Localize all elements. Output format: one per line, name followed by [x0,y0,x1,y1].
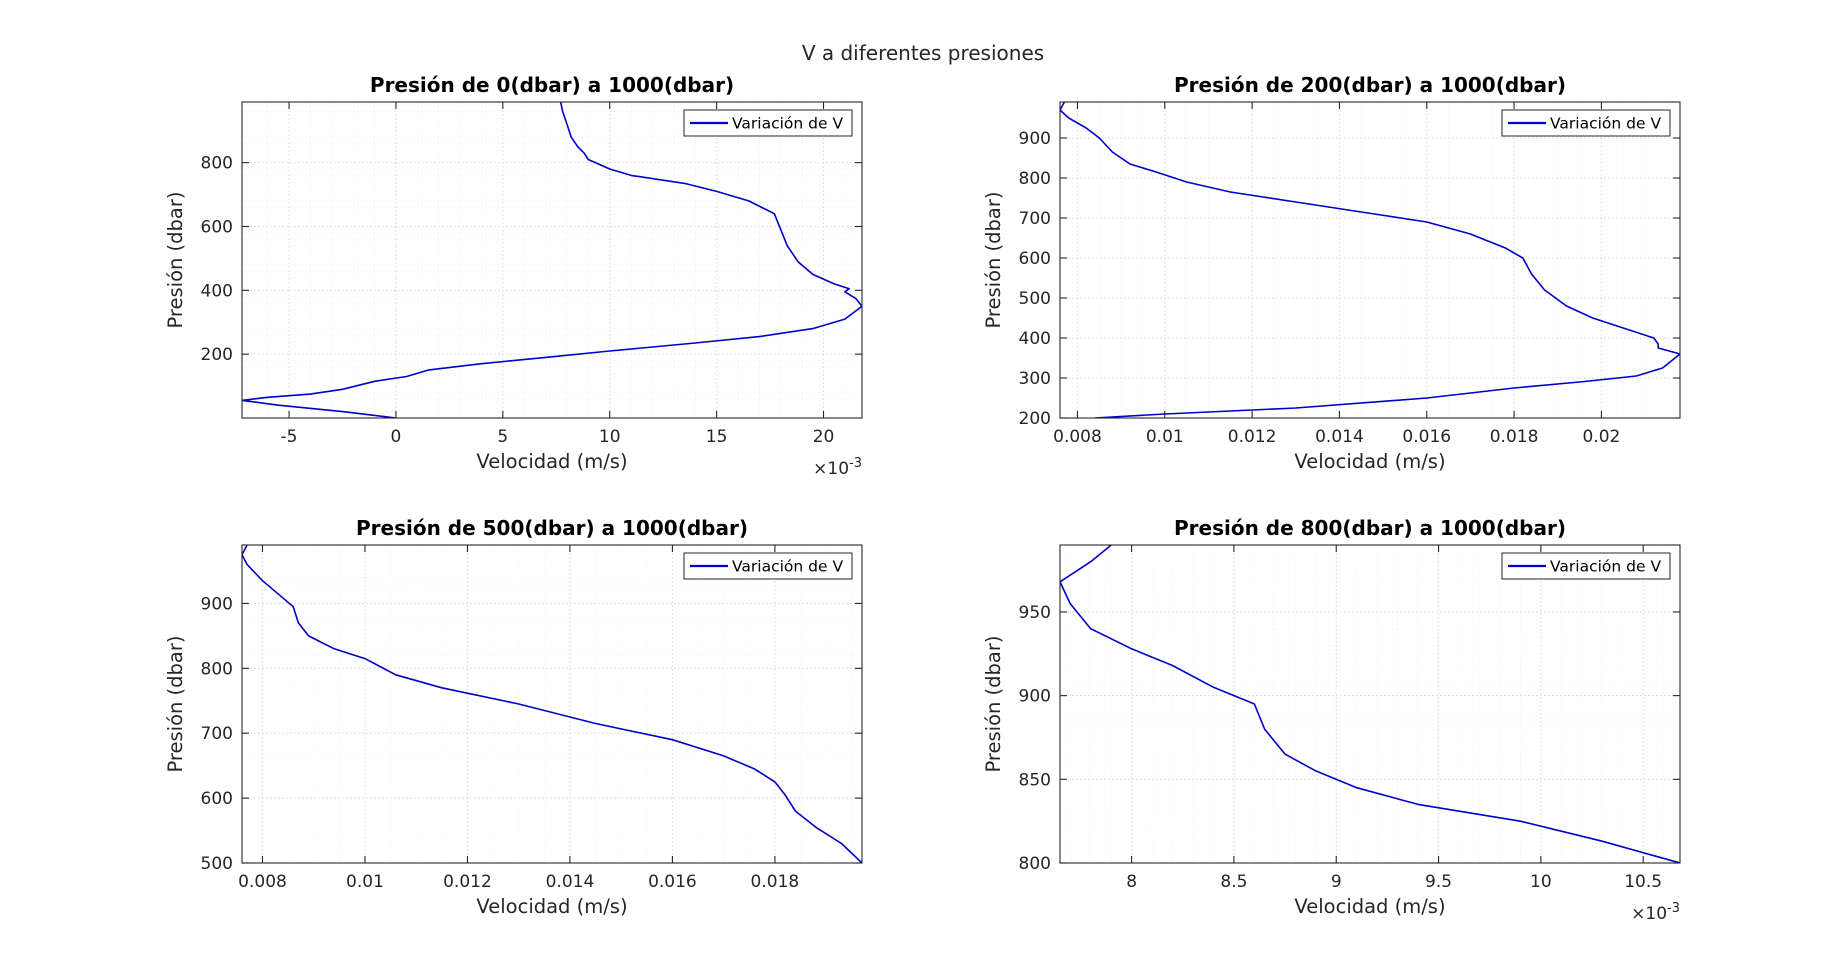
legend: Variación de V [1501,552,1671,580]
y-tick-label: 900 [1019,687,1051,707]
x-axis-label: Velocidad (m/s) [476,450,627,473]
y-tick-label: 900 [201,594,233,614]
grid [242,545,862,864]
y-axis-label: Presión (dbar) [982,635,1005,772]
x-exponent-label: ×10-3 [1631,901,1680,924]
axes-frame [1059,544,1681,864]
y-tick-label: 200 [201,345,233,365]
chart-3: 0.008 0.01 0.012 0.014 0.016 0.018 500 600 700 80… [164,516,863,918]
y-tick-label: 800 [1019,169,1051,189]
x-tick-label: 10 [1530,872,1552,892]
x-tick-label: 0.012 [443,872,492,892]
y-tick-label: 800 [1019,854,1051,874]
series-line [242,102,862,418]
x-tick-label: 0.012 [1228,427,1277,447]
x-tick-label: 5 [497,427,508,447]
plot-area [242,102,862,418]
x-axis-label: Velocidad (m/s) [1294,895,1445,918]
y-axis-label: Presión (dbar) [164,191,187,328]
legend: Variación de V [683,552,853,580]
plot-area [242,545,862,863]
x-tick-label: 0.016 [1402,427,1451,447]
axes-title: Presión de 200(dbar) a 1000(dbar) [1174,73,1566,97]
x-axis-label: Velocidad (m/s) [476,895,627,918]
y-tick-label: 200 [1019,409,1051,429]
legend: Variación de V [683,109,853,137]
y-tick-label: 800 [201,659,233,679]
y-tick-label: 300 [1019,369,1051,389]
x-tick-label: 9.5 [1425,872,1452,892]
y-tick-label: 400 [1019,329,1051,349]
x-tick-label: 0.008 [238,872,287,892]
y-tick-label: 950 [1019,603,1051,623]
x-tick-label: 0.02 [1582,427,1620,447]
y-tick-label: 850 [1019,770,1051,790]
x-tick-label: 0.01 [1146,427,1184,447]
y-axis-label: Presión (dbar) [982,191,1005,328]
y-tick-label: 600 [201,217,233,237]
y-tick-label: 800 [201,154,233,174]
x-tick-label: 0.018 [1490,427,1539,447]
y-tick-label: 600 [1019,249,1051,269]
axes-frame [1059,101,1681,419]
axes-title: Presión de 500(dbar) a 1000(dbar) [356,516,748,540]
y-tick-label: 700 [201,724,233,744]
y-tick-label: 700 [1019,209,1051,229]
x-tick-label: 0.018 [751,872,800,892]
x-tick-label: 0.01 [346,872,384,892]
grid [1060,102,1680,419]
x-tick-label: 10.5 [1624,872,1662,892]
y-tick-label: 900 [1019,129,1051,149]
x-tick-label: 0 [391,427,402,447]
legend-entry-label: Variación de V [1550,558,1661,576]
x-tick-label: 10 [599,427,621,447]
axes-frame [241,101,863,419]
y-tick-label: 500 [201,854,233,874]
y-tick-label: 600 [201,789,233,809]
chart-1: -5 0 5 10 15 20 200 400 600 800 ×10-3 Presión de 0(… [164,73,863,479]
x-tick-label: 0.014 [546,872,595,892]
axes-frame [241,544,863,864]
series-line [242,545,862,863]
x-tick-label: 20 [813,427,835,447]
legend: Variación de V [1501,109,1671,137]
x-tick-label: 9 [1331,872,1342,892]
axes-title: Presión de 800(dbar) a 1000(dbar) [1174,516,1566,540]
legend-entry-label: Variación de V [732,115,843,133]
chart-4: 8 8.5 9 9.5 10 10.5 800 850 900 950 ×10-3 Presión d… [982,516,1681,924]
series-line [1060,545,1680,863]
x-tick-label: 0.016 [648,872,697,892]
x-axis-label: Velocidad (m/s) [1294,450,1445,473]
x-tick-label: 0.014 [1315,427,1364,447]
chart-2: 0.008 0.01 0.012 0.014 0.016 0.018 0.02 200 300 4… [982,73,1681,473]
x-tick-label: 0.008 [1053,427,1102,447]
x-tick-label: 15 [706,427,728,447]
y-tick-label: 400 [201,281,233,301]
legend-entry-label: Variación de V [1550,115,1661,133]
x-exponent-label: ×10-3 [813,456,862,479]
legend-entry-label: Variación de V [732,558,843,576]
series-line [1060,102,1680,418]
x-tick-label: 8 [1126,872,1137,892]
grid [242,102,862,419]
axes-title: Presión de 0(dbar) a 1000(dbar) [370,73,734,97]
x-tick-label: 8.5 [1220,872,1247,892]
y-tick-label: 500 [1019,289,1051,309]
y-axis-label: Presión (dbar) [164,635,187,772]
x-tick-label: -5 [281,427,298,447]
figure-title: V a diferentes presiones [802,41,1044,65]
plot-area [1060,102,1680,418]
